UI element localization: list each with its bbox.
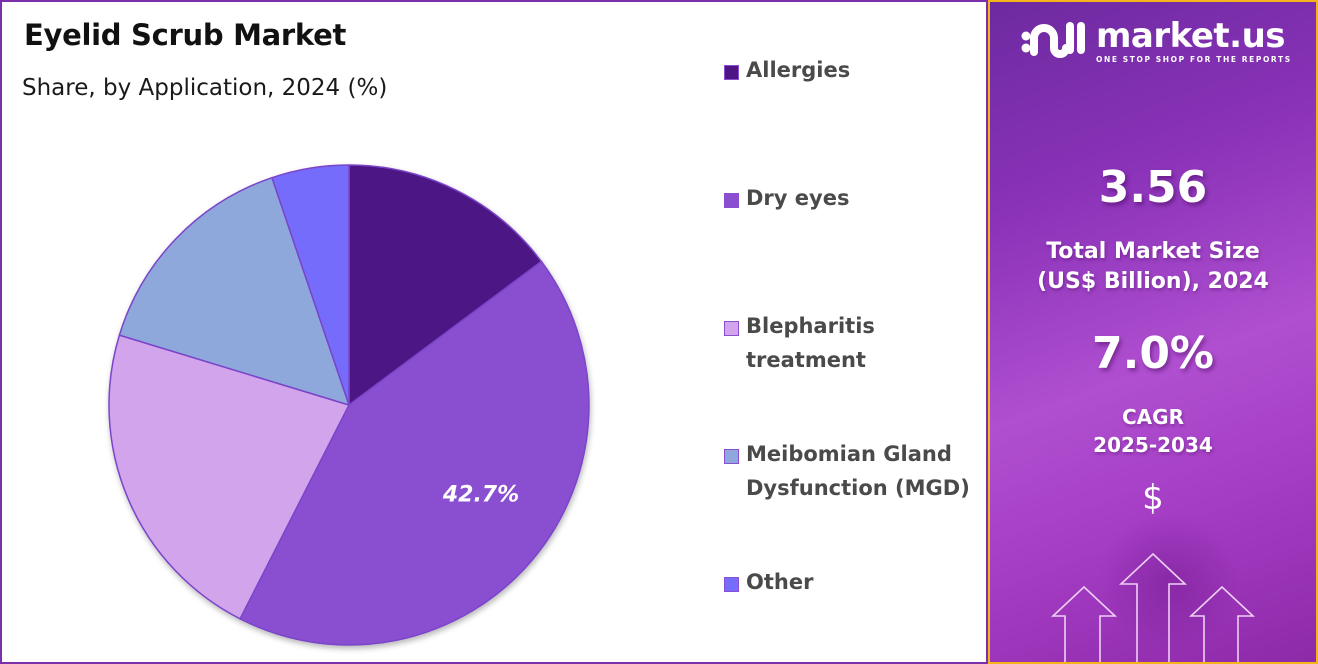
chart-subtitle: Share, by Application, 2024 (%): [22, 75, 388, 101]
market-size-caption-line2: (US$ Billion), 2024: [1037, 269, 1269, 294]
pie-slice-meibomian-gland-dysfunction-mgd[interactable]: [118, 176, 350, 406]
cagr-caption-line2: 2025-2034: [1093, 433, 1213, 457]
legend-item-mgd[interactable]: Meibomian Gland Dysfunction (MGD): [724, 442, 970, 505]
legend-swatch-icon: [724, 321, 739, 336]
legend-swatch-icon: [724, 65, 739, 80]
legend-item-other[interactable]: Other: [724, 570, 813, 599]
slice-data-label: 42.7%: [442, 482, 520, 508]
legend-swatch-icon: [724, 193, 739, 208]
legend-label: Other: [746, 570, 814, 594]
legend-label: Blepharitis treatment: [746, 314, 875, 372]
pie-slice-allergies[interactable]: [348, 164, 543, 406]
brand-logo[interactable]: market.us ONE STOP SHOP FOR THE REPORTS: [1020, 18, 1292, 64]
pie-chart-svg: [108, 164, 590, 646]
cagr-caption-line1: CAGR: [1122, 405, 1184, 429]
market-us-logo-icon: [1021, 22, 1085, 58]
legend-label: Meibomian Gland Dysfunction (MGD): [746, 442, 970, 500]
pie-slice-other[interactable]: [271, 164, 350, 406]
chart-title: Eyelid Scrub Market: [24, 18, 347, 52]
market-size-value: 3.56: [1098, 162, 1208, 213]
brand-name: market.us: [1096, 15, 1286, 56]
legend-item-blepharitis[interactable]: Blepharitis treatment: [724, 314, 875, 377]
legend-item-allergies[interactable]: Allergies: [724, 58, 850, 87]
brand-tagline: ONE STOP SHOP FOR THE REPORTS: [1096, 54, 1292, 64]
legend-item-dry-eyes[interactable]: Dry eyes: [724, 186, 849, 215]
growth-arrows-icon: [1050, 552, 1256, 662]
pie-chart: 42.7%: [108, 164, 590, 646]
pie-slice-blepharitis-treatment[interactable]: [108, 334, 350, 620]
cagr-value: 7.0%: [1091, 328, 1215, 379]
pie-slice-dry-eyes[interactable]: [239, 260, 590, 646]
legend-label: Dry eyes: [746, 186, 850, 210]
dollar-icon: $: [1142, 478, 1164, 518]
summary-sidebar: market.us ONE STOP SHOP FOR THE REPORTS …: [988, 0, 1318, 664]
market-size-caption-line1: Total Market Size: [1046, 239, 1260, 264]
legend-label: Allergies: [746, 58, 851, 82]
legend-swatch-icon: [724, 577, 739, 592]
legend-swatch-icon: [724, 449, 739, 464]
